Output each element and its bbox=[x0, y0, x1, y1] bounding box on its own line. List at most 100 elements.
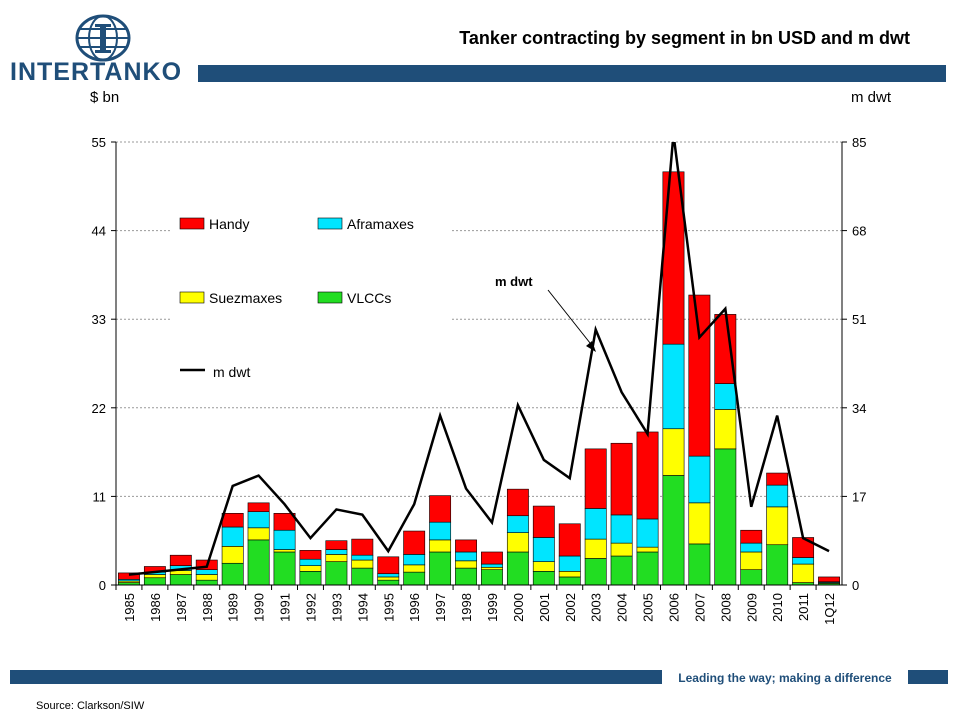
bar-aframaxes-1996 bbox=[403, 554, 426, 566]
bar-aframaxes-1990 bbox=[247, 511, 270, 529]
bar-vlccs-1988 bbox=[195, 579, 218, 586]
x-tick-label: 2004 bbox=[615, 593, 630, 622]
bar-handy-1993 bbox=[325, 540, 348, 550]
bar-vlccs-1995 bbox=[377, 579, 400, 586]
bar-vlccs-2008 bbox=[714, 448, 737, 586]
bar-suezmaxes-2007 bbox=[688, 502, 711, 545]
bar-handy-1q12 bbox=[818, 576, 840, 583]
bar-aframaxes-1998 bbox=[455, 551, 477, 562]
x-tick-label: 1994 bbox=[355, 593, 370, 622]
bar-vlccs-1999 bbox=[481, 569, 503, 586]
bar-handy-1997 bbox=[429, 495, 452, 523]
legend-label-handy: Handy bbox=[209, 216, 249, 232]
bar-aframaxes-2004 bbox=[610, 514, 633, 544]
y-right-tick-label: 34 bbox=[852, 401, 866, 416]
mdwt-line-layer bbox=[128, 142, 830, 576]
bar-aframaxes-2007 bbox=[688, 455, 711, 504]
bar-handy-2007 bbox=[688, 294, 711, 457]
x-tick-label: 2011 bbox=[796, 593, 811, 621]
bar-vlccs-2010 bbox=[766, 544, 789, 586]
bar-vlccs-1993 bbox=[325, 561, 348, 586]
bar-suezmaxes-1994 bbox=[351, 559, 374, 569]
bar-handy-2010 bbox=[766, 472, 789, 486]
bar-vlccs-1997 bbox=[429, 551, 452, 586]
bar-handy-1987 bbox=[169, 554, 192, 566]
bar-suezmaxes-1989 bbox=[221, 546, 244, 564]
bar-vlccs-1998 bbox=[455, 567, 477, 586]
x-tick-label: 1995 bbox=[381, 593, 396, 622]
logo-wordmark: INTERTANKO bbox=[10, 58, 182, 85]
bar-aframaxes-1995 bbox=[377, 573, 400, 578]
x-tick-label: 2005 bbox=[641, 593, 656, 622]
source-note: Source: Clarkson/SIW bbox=[36, 700, 145, 712]
y-right-tick-label: 0 bbox=[852, 578, 859, 593]
bar-handy-1990 bbox=[247, 502, 270, 513]
x-tick-label: 1989 bbox=[226, 593, 241, 622]
bar-handy-1996 bbox=[403, 530, 426, 555]
x-tick-label: 2008 bbox=[718, 593, 733, 622]
bar-handy-2001 bbox=[532, 505, 555, 538]
intertanko-logo: INTERTANKO bbox=[8, 10, 198, 86]
bar-handy-2000 bbox=[506, 488, 529, 517]
annotation-arrow-line bbox=[547, 289, 595, 349]
bar-vlccs-2006 bbox=[662, 475, 685, 586]
bar-handy-2003 bbox=[584, 448, 607, 509]
bar-vlccs-1987 bbox=[169, 574, 192, 586]
bar-handy-1995 bbox=[377, 556, 400, 575]
x-tick-label: 1993 bbox=[329, 593, 344, 622]
legend-box bbox=[170, 205, 450, 395]
globe-logo-icon: INTERTANKO bbox=[10, 14, 182, 86]
bar-suezmaxes-2005 bbox=[636, 546, 659, 553]
bar-stacks bbox=[118, 171, 840, 586]
bar-aframaxes-2001 bbox=[532, 537, 555, 562]
y-left-tick-label: 0 bbox=[99, 578, 106, 593]
bar-aframaxes-1993 bbox=[325, 549, 348, 555]
y-right-tick-label: 85 bbox=[852, 135, 866, 150]
bar-aframaxes-1994 bbox=[351, 554, 374, 561]
bar-handy-1998 bbox=[455, 539, 477, 553]
x-tick-label: 2010 bbox=[770, 593, 785, 622]
bar-aframaxes-1992 bbox=[299, 558, 322, 566]
y-left-tick-label: 11 bbox=[93, 489, 107, 504]
x-tick-label: 1997 bbox=[433, 593, 448, 622]
bar-handy-2002 bbox=[558, 523, 581, 557]
bar-vlccs-2005 bbox=[636, 551, 659, 586]
annotation-label: m dwt bbox=[495, 274, 533, 289]
bar-aframaxes-2010 bbox=[766, 484, 789, 508]
bar-aframaxes-2011 bbox=[792, 557, 815, 565]
y-left-tick-label: 33 bbox=[92, 312, 106, 327]
bar-suezmaxes-2004 bbox=[610, 542, 633, 557]
bar-suezmaxes-1990 bbox=[247, 527, 270, 541]
x-tick-label: 2001 bbox=[537, 593, 552, 622]
annotation-arrowhead bbox=[586, 341, 596, 352]
y-right-tick-label: 68 bbox=[852, 224, 866, 239]
bar-vlccs-1991 bbox=[273, 551, 296, 586]
bar-vlccs-1989 bbox=[221, 562, 244, 586]
legend-swatch-handy bbox=[179, 217, 205, 230]
bar-handy-2004 bbox=[610, 442, 633, 516]
bar-vlccs-1992 bbox=[299, 571, 322, 586]
x-tick-label: 1Q12 bbox=[822, 593, 837, 625]
legend-label-aframaxes: Aframaxes bbox=[347, 216, 414, 232]
bar-vlccs-1994 bbox=[351, 567, 374, 586]
tick-labels: 0 0 11 17 22 34 33 51 44 68 55 85 1985 1986 1987 1988 19… bbox=[92, 135, 867, 625]
legend-swatch-aframaxes bbox=[317, 217, 343, 230]
x-tick-label: 2009 bbox=[744, 593, 759, 622]
bar-vlccs-2004 bbox=[610, 555, 633, 586]
footer-bar-right bbox=[908, 670, 948, 684]
y-right-tick-label: 51 bbox=[852, 312, 866, 327]
bar-aframaxes-1999 bbox=[481, 563, 503, 568]
bar-suezmaxes-1995 bbox=[377, 576, 400, 581]
x-tick-label: 1985 bbox=[122, 593, 137, 622]
bar-suezmaxes-1992 bbox=[299, 565, 322, 572]
x-tick-label: 2000 bbox=[511, 593, 526, 622]
bar-aframaxes-1988 bbox=[195, 569, 218, 575]
x-tick-label: 1990 bbox=[252, 593, 267, 622]
bar-handy-1991 bbox=[273, 513, 296, 531]
bar-handy-1989 bbox=[221, 513, 244, 528]
bar-aframaxes-2005 bbox=[636, 518, 659, 548]
x-tick-label: 1998 bbox=[459, 593, 474, 622]
bar-suezmaxes-2009 bbox=[740, 551, 763, 570]
legend-label-suezmaxes: Suezmaxes bbox=[209, 290, 282, 306]
